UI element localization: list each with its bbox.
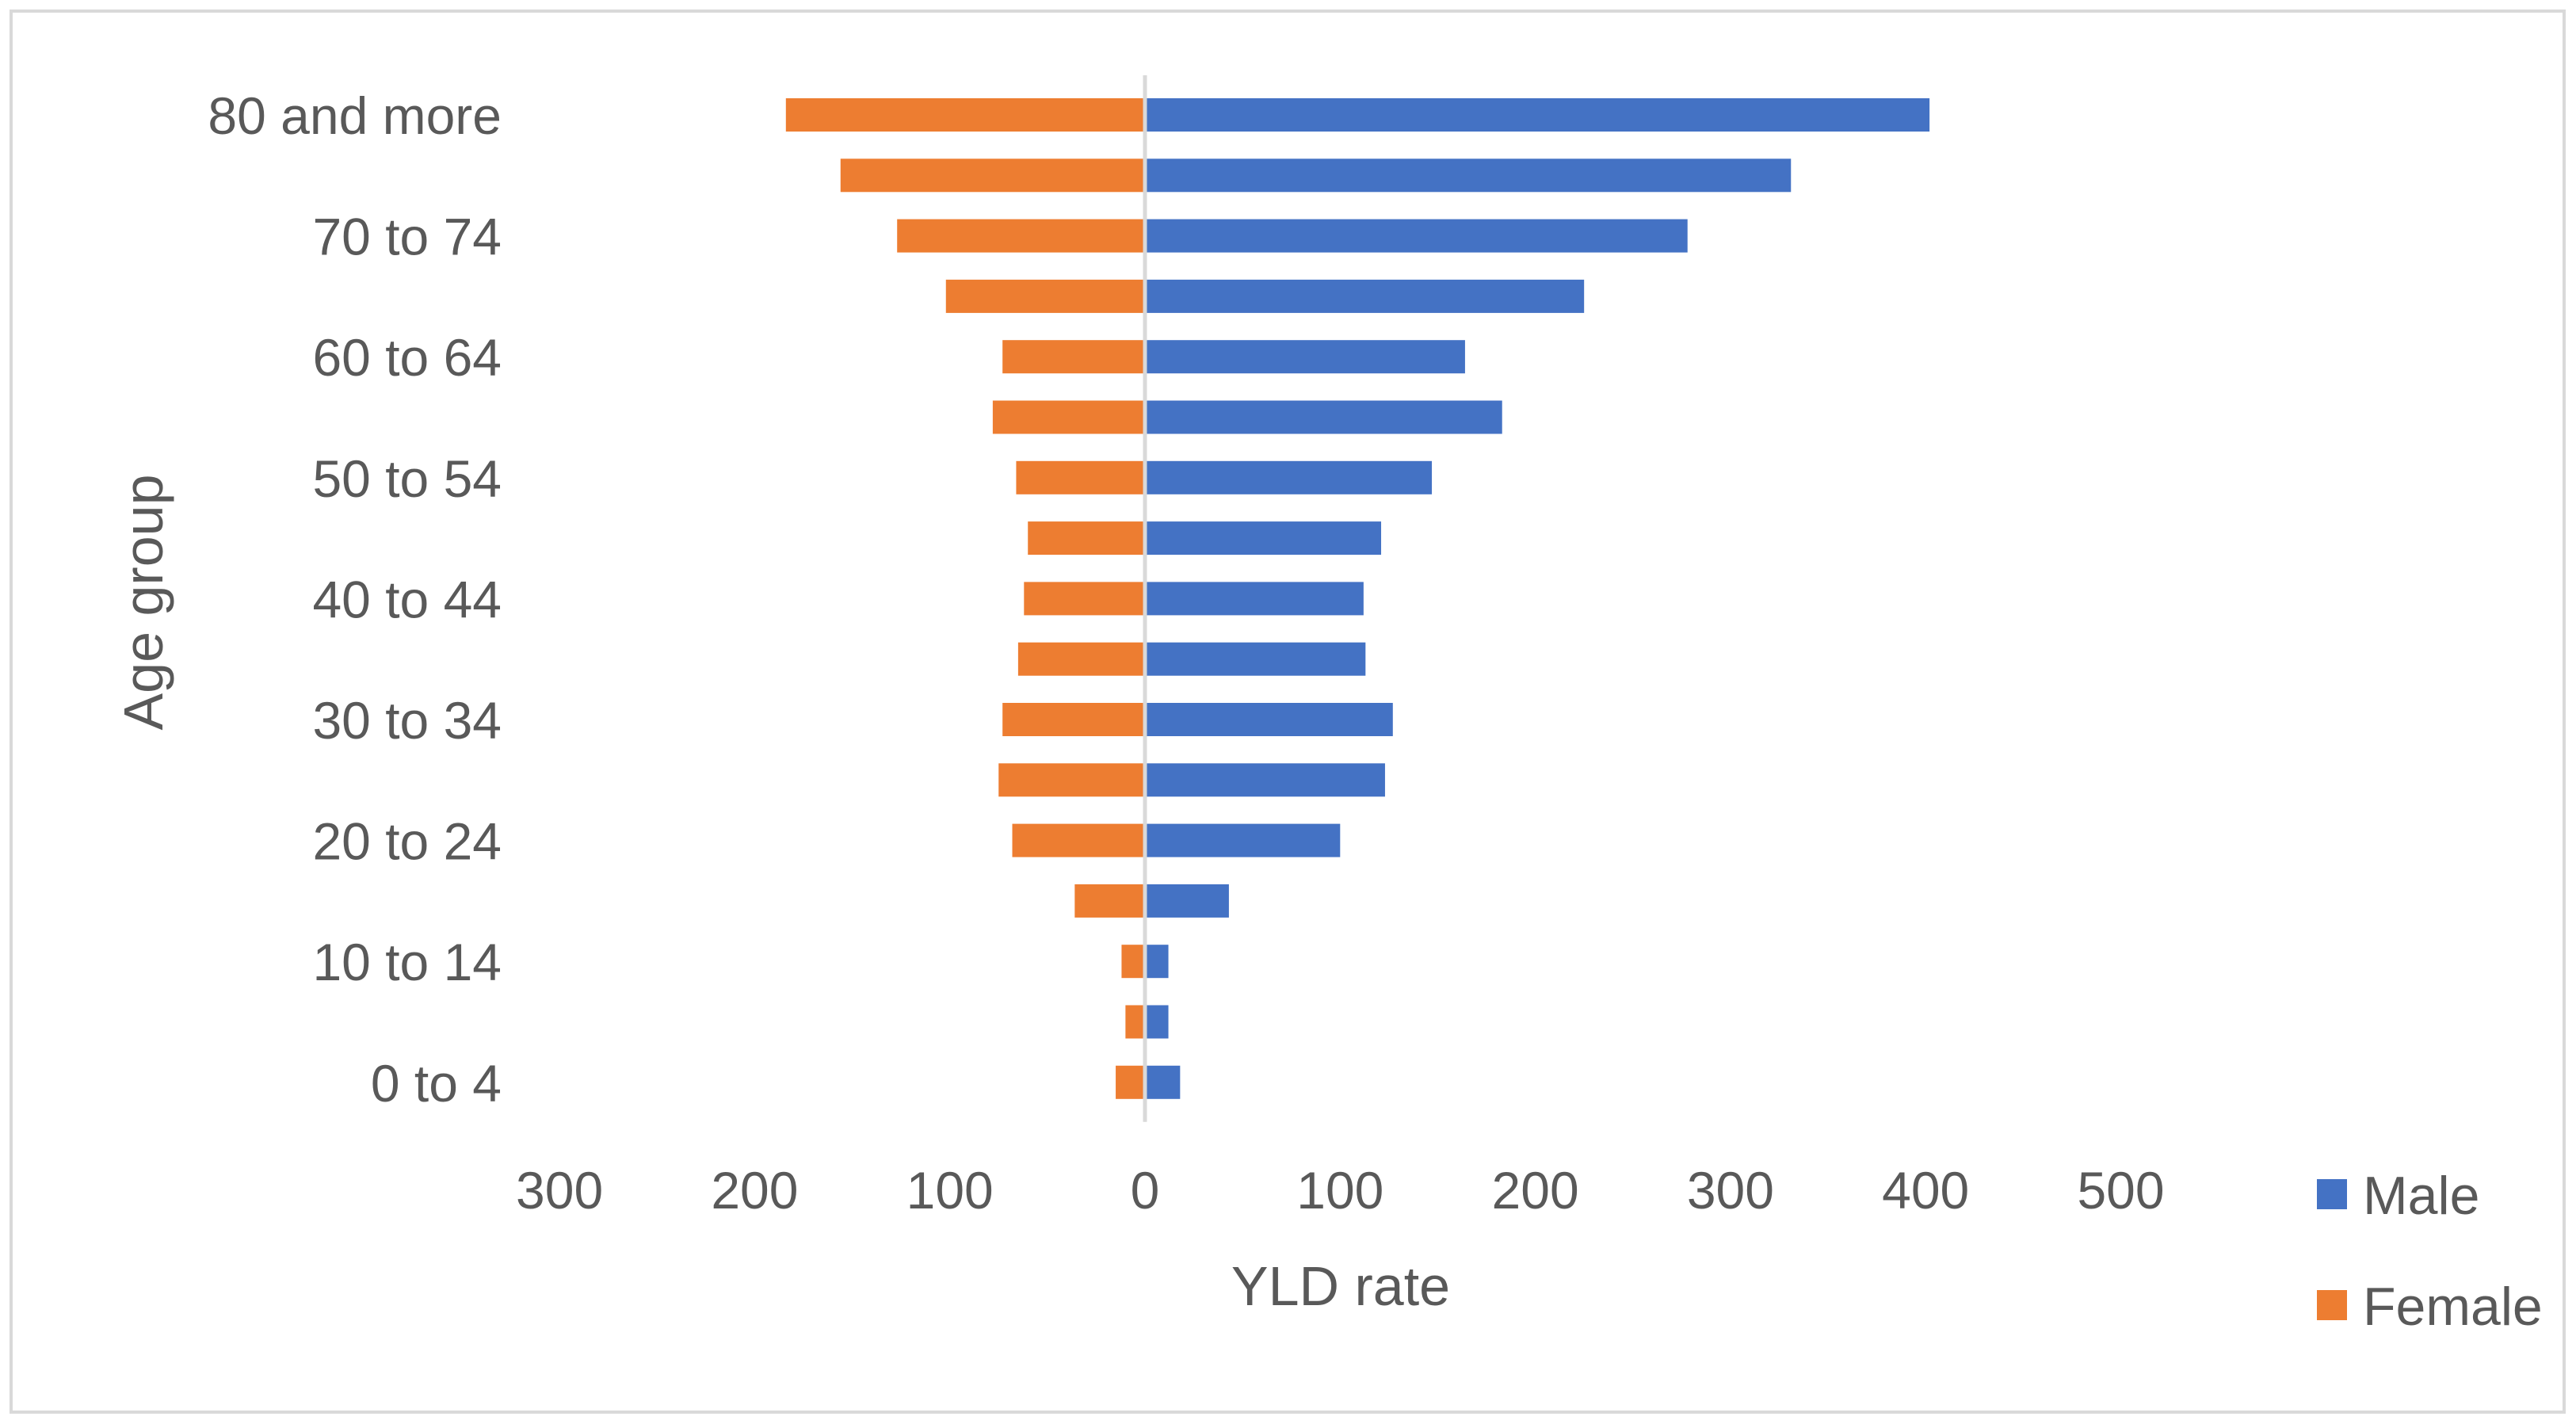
category-label: 50 to 54 [312,449,502,508]
x-tick-label: 200 [711,1161,798,1220]
x-tick-label: 400 [1882,1161,1969,1220]
bar-female-15-to-19 [1074,884,1145,918]
bar-male-55-to-59 [1145,400,1502,434]
bar-female-75-to-79 [840,158,1145,193]
bar-female-60-to-64 [1002,340,1145,374]
bar-female-10-to-14 [1121,945,1145,979]
legend-label-female: Female [2363,1277,2543,1337]
category-label: 40 to 44 [312,570,502,628]
bar-male-35-to-39 [1145,642,1366,676]
bar-male-10-to-14 [1145,945,1169,979]
bar-female-55-to-59 [992,400,1145,434]
legend-swatch-female [2317,1290,2347,1320]
bar-male-80-and-more [1145,98,1930,132]
bar-male-50-to-54 [1145,460,1433,494]
x-tick-label: 300 [516,1161,603,1220]
category-label: 10 to 14 [312,933,502,991]
bar-female-20-to-24 [1012,823,1145,857]
bar-male-20-to-24 [1145,823,1341,857]
bar-female-50-to-54 [1016,460,1145,494]
x-tick-label: 100 [906,1161,994,1220]
bar-female-40-to-44 [1024,582,1145,616]
bar-female-35-to-39 [1017,642,1145,676]
bar-female-45-to-49 [1028,521,1145,555]
bar-female-5-to-9 [1125,1005,1145,1039]
y-axis-title: Age group [113,474,174,730]
legend-swatch-male [2317,1179,2347,1209]
legend: Male Female [2317,1166,2543,1337]
x-tick-label: 0 [1131,1161,1160,1220]
x-tick-label: 200 [1492,1161,1579,1220]
bar-female-80-and-more [785,98,1145,132]
x-tick-labels: 300 200 100 0 100 200 300 400 500 [516,1161,2165,1220]
bars-layer [785,98,1930,1099]
bar-female-0-to-4 [1116,1065,1145,1099]
bar-male-40-to-44 [1145,582,1364,616]
bar-male-75-to-79 [1145,158,1792,193]
category-label: 20 to 24 [312,812,502,871]
bar-male-5-to-9 [1145,1005,1169,1039]
bar-female-70-to-74 [897,219,1145,253]
bar-female-30-to-34 [1002,703,1145,736]
legend-label-male: Male [2363,1166,2479,1226]
x-tick-label: 500 [2077,1161,2164,1220]
category-label: 0 to 4 [371,1054,502,1113]
x-axis-title: YLD rate [1231,1255,1450,1317]
category-label: 80 and more [208,86,502,145]
bar-male-45-to-49 [1145,521,1382,555]
category-label: 30 to 34 [312,691,502,750]
bar-male-25-to-29 [1145,763,1385,797]
category-label: 60 to 64 [312,328,502,387]
bar-male-60-to-64 [1145,340,1465,374]
bar-male-70-to-74 [1145,219,1688,253]
category-label: 70 to 74 [312,208,502,266]
category-labels: 0 to 4 10 to 14 20 to 24 30 to 34 40 to 44 50… [208,86,502,1113]
x-tick-label: 300 [1687,1161,1774,1220]
bar-male-0-to-4 [1145,1065,1181,1099]
x-tick-label: 100 [1296,1161,1383,1220]
bar-male-65-to-69 [1145,279,1585,313]
bar-male-30-to-34 [1145,703,1393,736]
bar-female-65-to-69 [945,279,1145,313]
bar-female-25-to-29 [998,763,1145,797]
bar-male-15-to-19 [1145,884,1229,918]
